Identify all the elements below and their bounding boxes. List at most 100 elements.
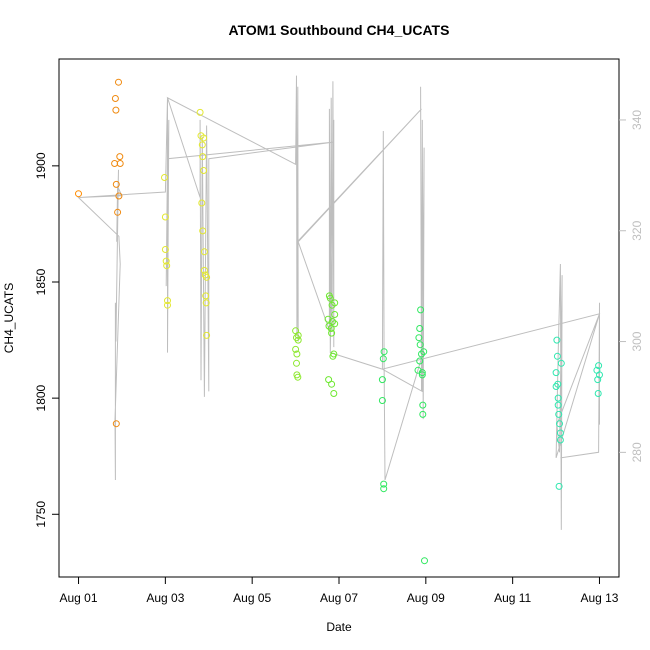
data-point (378, 397, 386, 404)
y-axis-right: 280 300 320 340 (619, 110, 644, 462)
data-point (325, 322, 333, 330)
y2-tick-label: 300 (630, 331, 644, 351)
y-axis-left: 1750 1800 1850 1900 (34, 152, 59, 528)
data-point (329, 318, 336, 325)
data-point (594, 376, 602, 384)
data-point (200, 134, 208, 142)
data-point (416, 341, 424, 349)
data-point (556, 420, 563, 428)
data-point (418, 371, 426, 379)
data-point (161, 213, 169, 221)
data-point (293, 359, 300, 367)
x-tick-label: Aug 01 (60, 591, 98, 605)
y2-tick-label: 340 (630, 110, 644, 130)
x-tick-label: Aug 13 (580, 591, 618, 605)
data-point (202, 292, 210, 300)
x-axis: Aug 01 Aug 03 Aug 05 Aug 07 Aug 09 Aug 11 Aug … (60, 576, 619, 605)
y-tick-label: 1900 (34, 152, 48, 179)
data-point (161, 246, 169, 253)
data-point (163, 262, 171, 270)
right-series-line (77, 75, 601, 530)
data-point (326, 294, 334, 302)
data-point (112, 106, 120, 114)
y-tick-label: 1850 (34, 268, 48, 295)
data-point (552, 369, 560, 377)
data-point (328, 380, 336, 388)
x-tick-label: Aug 11 (494, 591, 531, 605)
right-axis-series-line (77, 75, 601, 530)
x-tick-label: Aug 03 (146, 591, 184, 605)
data-point (199, 153, 207, 161)
x-tick-label: Aug 07 (320, 591, 358, 605)
data-point (380, 480, 388, 488)
y-axis-label: CH4_UCATS (2, 283, 16, 353)
data-point (555, 410, 563, 418)
data-point (555, 482, 563, 490)
data-point (331, 320, 339, 328)
data-point (115, 192, 123, 200)
data-point (380, 348, 388, 356)
data-point (418, 350, 425, 358)
data-points (75, 78, 603, 565)
data-point (554, 394, 562, 402)
data-point (294, 373, 302, 381)
data-point (419, 401, 427, 409)
data-point (199, 227, 207, 235)
data-point (203, 331, 211, 339)
data-point (292, 345, 300, 353)
data-point (115, 78, 122, 86)
data-point (416, 325, 424, 332)
data-point (328, 329, 336, 337)
data-point (294, 336, 302, 344)
data-point (418, 369, 426, 377)
data-point (420, 348, 428, 356)
data-point (596, 371, 603, 379)
data-point (416, 357, 424, 365)
data-point (294, 331, 302, 339)
data-point (112, 180, 120, 188)
data-point (331, 299, 339, 307)
x-tick-label: Aug 09 (407, 591, 445, 605)
data-point (594, 390, 602, 397)
data-point (557, 359, 565, 367)
data-point (415, 334, 423, 342)
data-point (196, 108, 204, 116)
y-tick-label: 1800 (34, 384, 48, 411)
x-axis-label: Date (326, 620, 352, 634)
data-point (379, 355, 387, 363)
data-point (161, 174, 168, 181)
data-point (75, 190, 82, 198)
data-point (378, 376, 386, 384)
data-point (164, 301, 171, 309)
data-point (554, 401, 562, 409)
data-point (331, 311, 339, 318)
data-point (203, 273, 211, 281)
data-point (200, 266, 208, 274)
data-point (380, 485, 388, 493)
data-point (162, 257, 170, 265)
data-point (202, 299, 210, 307)
data-point (556, 429, 564, 437)
data-point (111, 95, 119, 102)
data-point (595, 362, 603, 370)
data-point (330, 350, 338, 358)
data-point (327, 325, 335, 332)
data-point (421, 557, 428, 565)
data-point (198, 199, 206, 207)
data-point (556, 436, 564, 444)
data-point (116, 153, 124, 161)
x-tick-label: Aug 05 (233, 591, 271, 605)
y2-tick-label: 280 (630, 442, 644, 462)
data-point (200, 248, 208, 256)
data-point (419, 410, 427, 418)
data-point (553, 352, 561, 360)
data-point (200, 167, 208, 174)
chart-title: ATOM1 Southbound CH4_UCATS (229, 22, 450, 38)
data-point (198, 141, 206, 149)
y-tick-label: 1750 (34, 501, 48, 528)
plot-frame (58, 58, 620, 578)
data-point (552, 383, 560, 390)
data-point (330, 390, 338, 397)
y2-tick-label: 320 (630, 220, 644, 240)
